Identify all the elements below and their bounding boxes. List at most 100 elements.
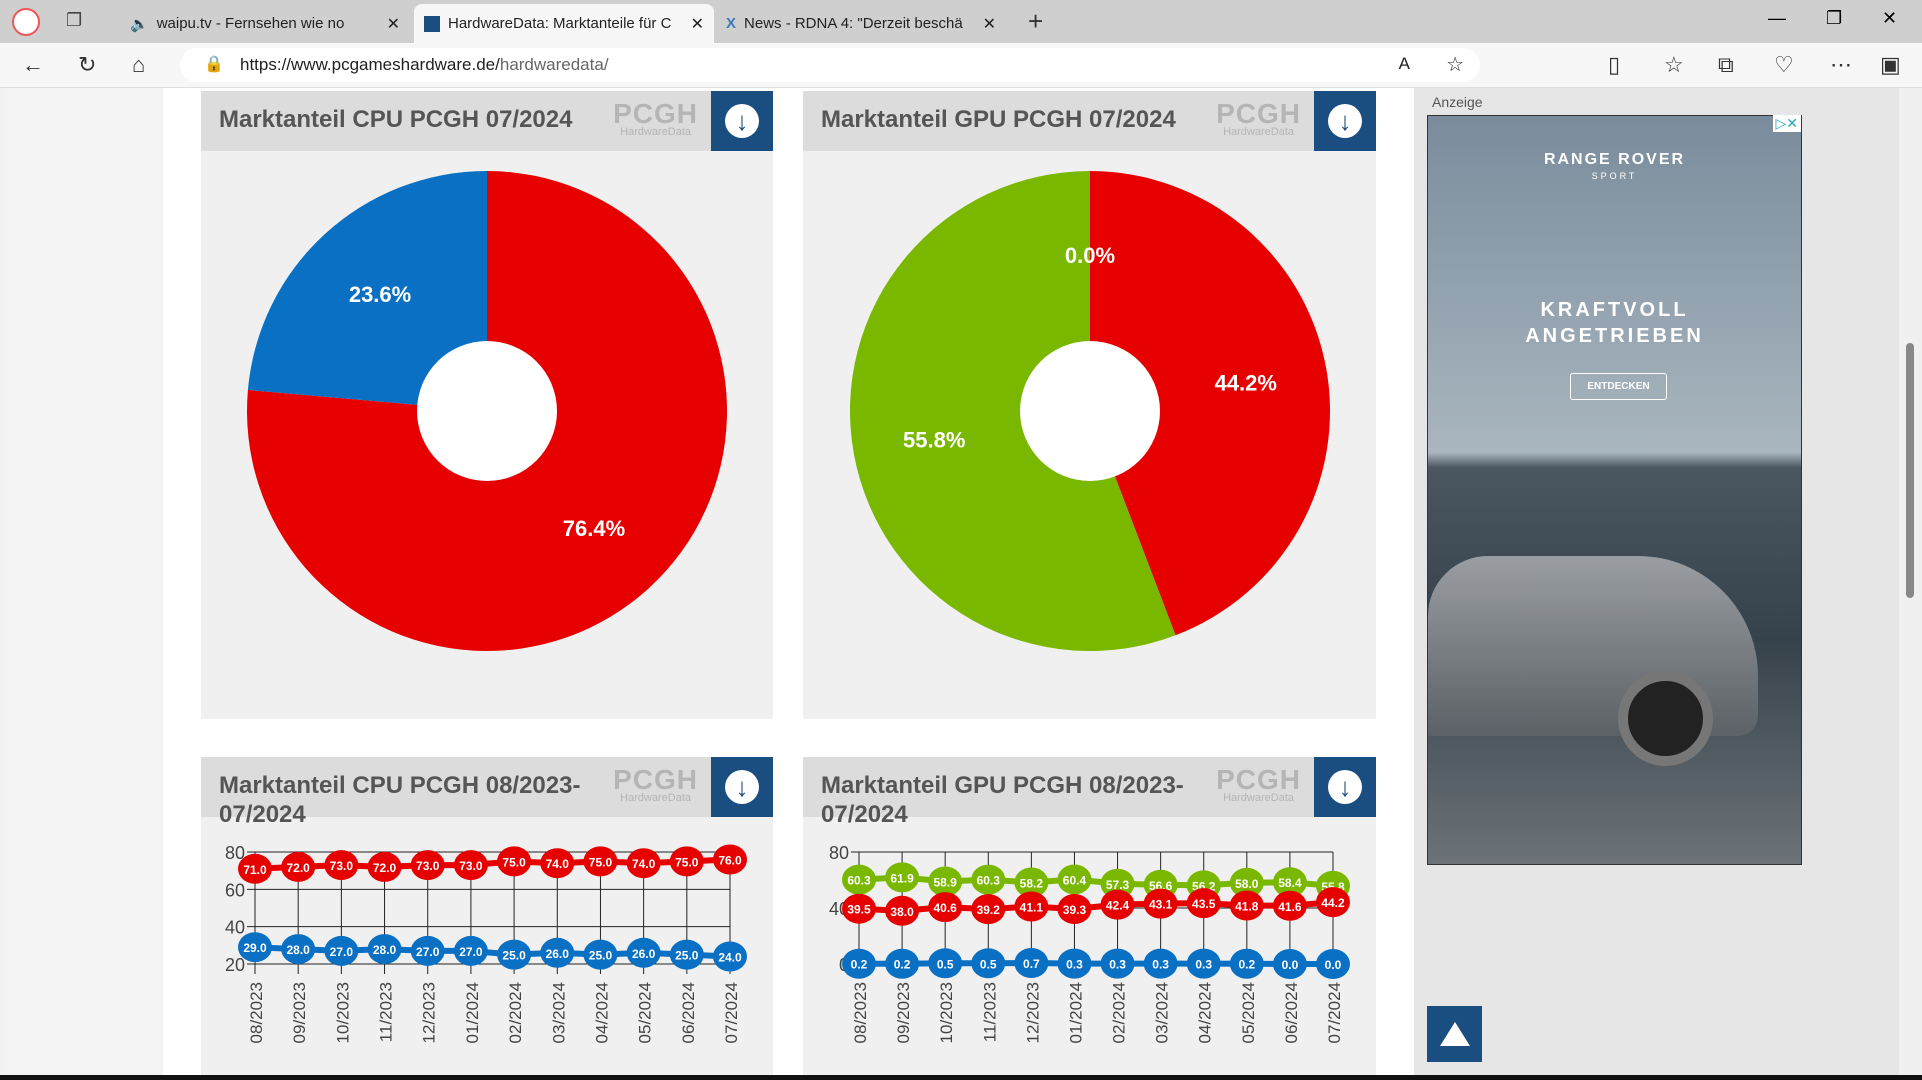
x-tick-label: 05/2024	[1239, 982, 1258, 1043]
cpu-pie-card: Marktanteil CPU PCGH 07/2024 PCGH Hardwar…	[201, 91, 773, 784]
x-tick-label: 08/2023	[851, 982, 870, 1043]
sidebar-toggle-icon[interactable]: ▣	[1880, 52, 1901, 77]
tab-news[interactable]: X News - RDNA 4: "Derzeit beschä ✕	[726, 15, 996, 33]
gpu-pie-card: Marktanteil GPU PCGH 07/2024 PCGH Hardwar…	[803, 91, 1376, 784]
data-point	[626, 937, 661, 968]
x-favicon-icon: X	[726, 15, 737, 32]
x-tick-label: 08/2023	[247, 982, 266, 1043]
data-point	[1143, 888, 1178, 919]
data-label: 75.0	[502, 855, 526, 869]
data-point	[1229, 948, 1264, 979]
browser-essentials-icon[interactable]: ♡	[1774, 52, 1794, 77]
data-point	[324, 850, 359, 881]
data-point	[497, 846, 532, 877]
x-tick-label: 06/2024	[1282, 982, 1301, 1043]
gpu-pie-chart: 44.2% 55.8% 0.0%	[850, 171, 1331, 651]
split-screen-icon[interactable]: ▯	[1608, 52, 1621, 77]
ad-banner[interactable]: ▷✕ RANGE ROVER SPORT KRAFTVOLL ANGETRIEB…	[1427, 115, 1802, 865]
card-title: Marktanteil GPU PCGH 07/2024	[821, 106, 1176, 133]
new-tab-button[interactable]: +	[1028, 6, 1044, 36]
close-tab-icon[interactable]: ✕	[982, 15, 996, 33]
data-point	[928, 866, 963, 897]
scroll-to-top-button[interactable]	[1427, 1006, 1482, 1062]
x-tick-label: 05/2024	[636, 982, 655, 1043]
y-tick-label: 80	[829, 843, 849, 863]
taskbar-edge	[0, 1075, 1922, 1080]
pcgh-favicon-icon	[424, 15, 440, 32]
speaker-icon[interactable]: 🔈	[130, 15, 149, 33]
scrollbar-thumb[interactable]	[1906, 343, 1914, 598]
tab-hardwaredata[interactable]: HardwareData: Marktanteile für C ✕	[414, 4, 714, 43]
data-label: 0.3	[1109, 958, 1126, 972]
pcgh-logo: PCGH HardwareData	[613, 98, 698, 138]
data-label: 0.3	[1066, 958, 1083, 972]
data-label: 58.9	[934, 876, 958, 890]
refresh-icon[interactable]: ↻	[78, 52, 97, 77]
data-point	[1014, 867, 1049, 898]
data-label: 0.2	[1238, 958, 1255, 972]
data-label: 56.6	[1149, 879, 1173, 893]
data-point	[453, 850, 488, 881]
favorites-icon[interactable]: ☆	[1664, 52, 1684, 77]
url-input[interactable]: 🔒 https://www.pcgameshardware.de/hardwar…	[180, 48, 1480, 82]
x-tick-label: 12/2023	[420, 982, 439, 1043]
data-point	[583, 939, 618, 970]
data-label: 38.0	[890, 905, 914, 919]
card-title: Marktanteil CPU PCGH 08/2023-07/2024	[219, 772, 581, 828]
ad-cta-button[interactable]: ENTDECKEN	[1570, 373, 1667, 400]
favorite-star-icon[interactable]: ☆	[1446, 54, 1464, 76]
tab-waipu[interactable]: 🔈 waipu.tv - Fernsehen wie no ✕	[130, 15, 400, 33]
close-tab-icon[interactable]: ✕	[690, 15, 704, 33]
home-icon[interactable]: ⌂	[132, 52, 146, 77]
x-tick-label: 11/2023	[377, 982, 396, 1042]
data-point	[497, 939, 532, 970]
close-window-button[interactable]: ✕	[1882, 8, 1898, 28]
data-label: 26.0	[632, 947, 656, 961]
profile-avatar[interactable]	[12, 8, 40, 36]
data-label: 58.0	[1235, 877, 1259, 891]
data-point	[1143, 948, 1178, 979]
scrollbar[interactable]	[1899, 88, 1922, 1080]
download-button[interactable]: ↓	[1314, 757, 1376, 817]
download-button[interactable]: ↓	[1314, 91, 1376, 151]
x-tick-label: 04/2024	[1196, 982, 1215, 1043]
close-tab-icon[interactable]: ✕	[386, 15, 400, 33]
card-title: Marktanteil GPU PCGH 08/2023-07/2024	[821, 772, 1184, 828]
download-button[interactable]: ↓	[711, 91, 773, 151]
data-label: 39.2	[977, 903, 1001, 917]
more-menu-icon[interactable]: ⋯	[1830, 52, 1852, 77]
adchoices-icon[interactable]: ▷✕	[1772, 115, 1801, 132]
data-label: 61.9	[890, 871, 914, 885]
data-label: 72.0	[373, 861, 397, 875]
data-point	[885, 862, 920, 893]
data-point	[238, 853, 272, 884]
collections-icon[interactable]: ⧉	[1718, 52, 1734, 77]
x-tick-label: 03/2024	[549, 982, 568, 1043]
ad-label: Anzeige	[1432, 94, 1483, 110]
lock-icon[interactable]: 🔒	[204, 56, 224, 73]
data-point	[1316, 887, 1350, 918]
data-label: 24.0	[718, 951, 742, 965]
back-icon[interactable]: ←	[22, 52, 44, 77]
data-label: 0.5	[980, 957, 997, 971]
download-button[interactable]: ↓	[711, 757, 773, 817]
pie-slice-nvidia	[850, 171, 1176, 651]
collections-icon[interactable]: ❐	[66, 10, 83, 30]
data-label: 28.0	[287, 943, 311, 957]
read-aloud-icon[interactable]: A	[1398, 54, 1410, 73]
data-label: 43.1	[1149, 898, 1173, 912]
data-label: 43.5	[1192, 897, 1216, 911]
minimize-button[interactable]: —	[1768, 8, 1786, 28]
pcgh-logo: PCGH HardwareData	[613, 764, 698, 804]
data-point	[928, 948, 963, 979]
cpu-pie-chart: 76.4% 23.6%	[246, 171, 727, 651]
y-tick-label: 40	[225, 918, 245, 938]
restore-button[interactable]: ❐	[1826, 8, 1843, 28]
data-label: 60.4	[1063, 873, 1087, 887]
arrow-up-icon	[1439, 1022, 1470, 1046]
pie-slice-amd	[1090, 171, 1331, 636]
x-tick-label: 01/2024	[1066, 982, 1085, 1043]
data-point	[885, 948, 920, 979]
download-icon: ↓	[725, 770, 759, 804]
data-label: 27.0	[459, 945, 483, 959]
